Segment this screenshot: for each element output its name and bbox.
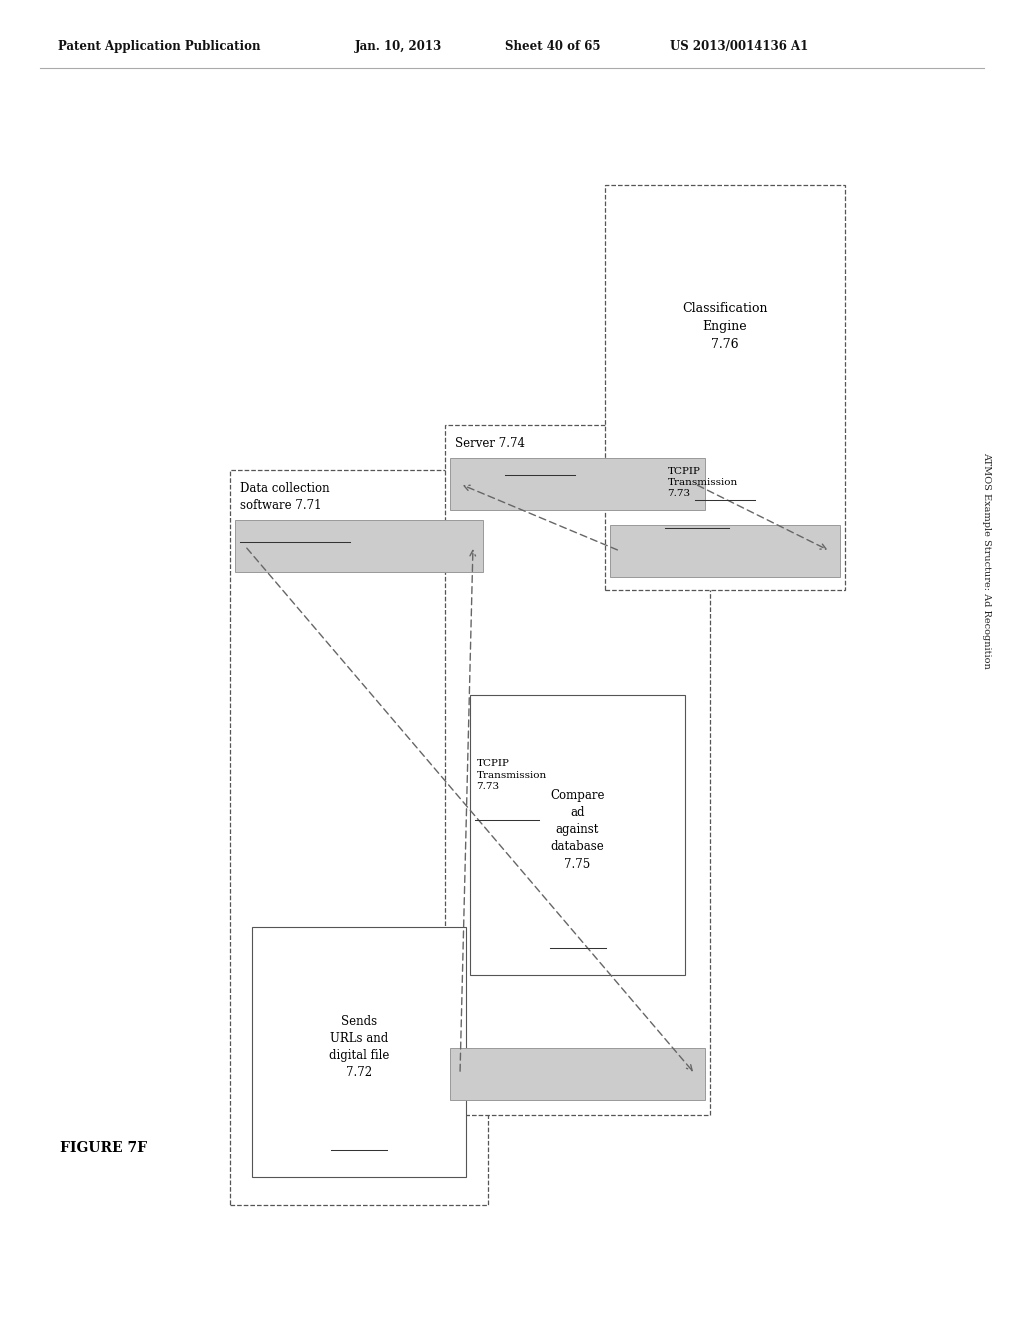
Text: FIGURE 7F: FIGURE 7F [60, 1140, 147, 1155]
Text: TCPIP
Transmission
7.73: TCPIP Transmission 7.73 [668, 467, 737, 498]
Text: TCPIP
Transmission
7.73: TCPIP Transmission 7.73 [476, 759, 547, 791]
Text: Sheet 40 of 65: Sheet 40 of 65 [505, 40, 600, 53]
Bar [470, 696, 685, 975]
Bar [610, 525, 840, 577]
Bar [230, 470, 488, 1205]
Text: Compare
ad
against
database
7.75: Compare ad against database 7.75 [550, 789, 605, 870]
Text: Sends
URLs and
digital file
7.72: Sends URLs and digital file 7.72 [329, 1015, 389, 1078]
Text: Classification
Engine
7.76: Classification Engine 7.76 [682, 302, 768, 351]
Text: Server 7.74: Server 7.74 [455, 437, 525, 450]
Bar [605, 185, 845, 590]
Text: ATMOS Example Structure: Ad Recognition: ATMOS Example Structure: Ad Recognition [982, 451, 991, 668]
Bar [252, 927, 466, 1177]
Text: US 2013/0014136 A1: US 2013/0014136 A1 [670, 40, 808, 53]
Text: Data collection
software 7.71: Data collection software 7.71 [240, 482, 330, 512]
Bar [450, 458, 705, 510]
Bar [445, 425, 710, 1115]
Bar [450, 1048, 705, 1100]
Bar [234, 520, 483, 572]
Text: Patent Application Publication: Patent Application Publication [58, 40, 260, 53]
Text: Jan. 10, 2013: Jan. 10, 2013 [355, 40, 442, 53]
